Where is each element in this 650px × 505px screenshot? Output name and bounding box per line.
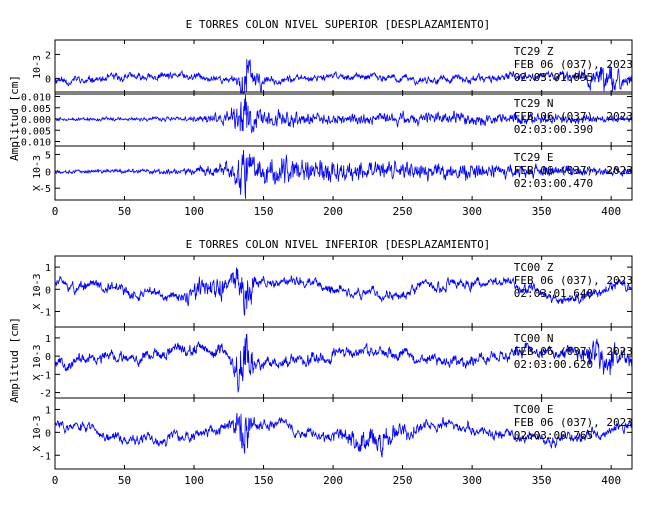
chart-title-superior: E TORRES COLON NIVEL SUPERIOR [DESPLAZAM… (186, 18, 491, 31)
y-tick-label: 0.000 (21, 115, 51, 126)
x-tick-label: 50 (118, 474, 131, 487)
waveform-line (54, 267, 632, 316)
x-tick-label: 250 (393, 474, 413, 487)
y-axis-label-superior: Amplitud [cm] (8, 75, 21, 161)
x-tick-label: 100 (184, 474, 204, 487)
x-tick-label: 300 (462, 474, 482, 487)
y-tick-label: -1 (39, 451, 51, 462)
date-label: FEB 06 (037), 2023 (514, 58, 633, 71)
date-label: FEB 06 (037), 2023 (514, 110, 633, 123)
y-tick-label: 1 (45, 334, 51, 345)
y-tick-label: 0.010 (21, 93, 51, 104)
x-tick-label: 400 (601, 205, 621, 218)
y-scale-label: X 10-3 (32, 344, 43, 380)
y-scale-label: X 10-3 (32, 155, 43, 191)
y-scale-label: X 10-3 (32, 415, 43, 451)
time-label: 02:03:01.095 (514, 71, 593, 84)
x-tick-label: 0 (52, 205, 59, 218)
y-tick-label: 2 (45, 50, 51, 61)
time-label: 02:03:00.620 (514, 358, 593, 371)
x-tick-label: 50 (118, 205, 131, 218)
x-tick-label: 100 (184, 205, 204, 218)
waveform-line (54, 94, 633, 134)
x-tick-label: 400 (601, 474, 621, 487)
date-label: FEB 06 (037), 2023 (514, 274, 633, 287)
station-label: TC00 N (514, 332, 554, 345)
date-label: FEB 06 (037), 2023 (514, 416, 633, 429)
y-tick-label: 0 (45, 285, 51, 296)
y-tick-label: -0.005 (15, 126, 51, 137)
y-tick-label: 0 (45, 428, 51, 439)
y-tick-label: -1 (39, 307, 51, 318)
y-scale-label: X 10-3 (32, 273, 43, 309)
station-label: TC29 E (514, 151, 554, 164)
x-tick-label: 350 (532, 205, 552, 218)
y-tick-label: -5 (39, 184, 51, 195)
panel-frame (54, 397, 633, 470)
x-tick-label: 0 (52, 474, 59, 487)
x-tick-label: 250 (393, 205, 413, 218)
y-scale-label: 10-3 (32, 55, 43, 79)
panel-frame (54, 145, 633, 201)
y-tick-label: 0 (45, 167, 51, 178)
time-label: 02:03:00.390 (514, 123, 593, 136)
y-tick-label: 1 (45, 263, 51, 274)
y-tick-label: -1 (39, 370, 51, 381)
y-tick-label: 0 (45, 352, 51, 363)
time-label: 02:03:00.470 (514, 177, 593, 190)
waveform-line (54, 412, 633, 458)
y-tick-label: 5 (45, 150, 51, 161)
y-tick-label: 1 (45, 405, 51, 416)
x-tick-label: 200 (323, 474, 343, 487)
x-tick-label: 300 (462, 205, 482, 218)
y-tick-label: -2 (39, 389, 51, 400)
date-label: FEB 06 (037), 2023 (514, 164, 633, 177)
station-label: TC00 E (514, 403, 554, 416)
station-label: TC00 Z (514, 261, 554, 274)
y-tick-label: 0 (45, 74, 51, 85)
y-tick-label: 0.005 (21, 104, 51, 115)
x-tick-label: 150 (254, 474, 274, 487)
waveform-line (54, 59, 633, 94)
station-label: TC29 N (514, 97, 554, 110)
y-axis-label-inferior: Amplitud [cm] (8, 317, 21, 403)
x-tick-label: 200 (323, 205, 343, 218)
time-label: 02:03:00.765 (514, 429, 593, 442)
x-tick-label: 150 (254, 205, 274, 218)
time-label: 02:03:01.640 (514, 287, 593, 300)
panel-frame (54, 39, 633, 95)
waveform-line (54, 149, 633, 199)
x-tick-label: 350 (532, 474, 552, 487)
date-label: FEB 06 (037), 2023 (514, 345, 633, 358)
y-tick-label: -0.010 (15, 138, 51, 149)
chart-title-inferior: E TORRES COLON NIVEL INFERIOR [DESPLAZAM… (186, 238, 491, 251)
waveform-line (54, 333, 633, 393)
station-label: TC29 Z (514, 45, 554, 58)
